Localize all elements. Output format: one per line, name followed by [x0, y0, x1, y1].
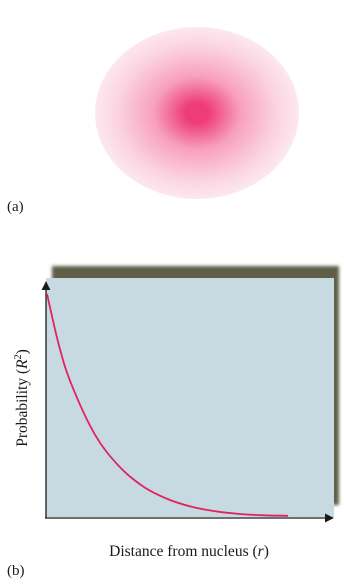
panel-a-label: (a)	[7, 199, 24, 215]
probability-curve	[46, 293, 289, 517]
y-axis-label: Probability (R2)	[13, 349, 31, 447]
x-axis-label: Distance from nucleus (r)	[109, 543, 269, 560]
panel-b-label: (b)	[7, 563, 25, 579]
plot-background	[46, 278, 334, 517]
electron-density-cloud	[95, 27, 299, 199]
